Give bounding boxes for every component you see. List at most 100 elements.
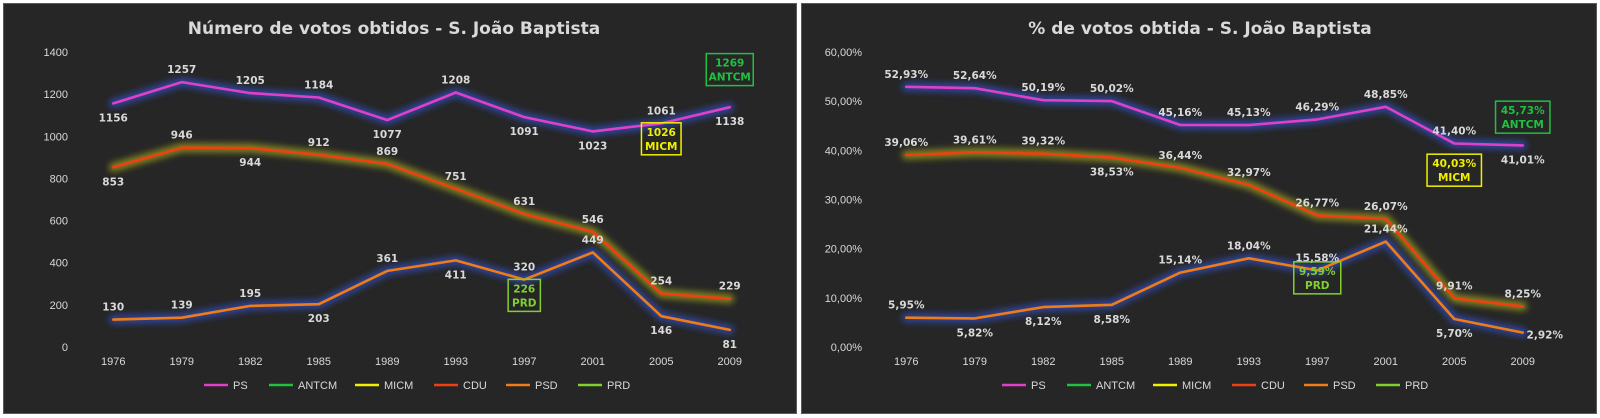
data-label-psd: 5,82% <box>957 327 994 339</box>
data-label-cdu: 853 <box>102 176 124 188</box>
y-tick-label: 800 <box>50 173 68 185</box>
data-label-cdu: 631 <box>513 196 535 208</box>
legend-label-ps: PS <box>1031 380 1046 392</box>
x-tick-label: 1993 <box>444 356 468 368</box>
x-tick-label: 2001 <box>1374 356 1398 368</box>
votes-percent-chart-panel: % de votos obtida - S. João Baptista 0,0… <box>801 3 1597 414</box>
callout-value-antcm: 45,73% <box>1501 105 1545 117</box>
data-label-psd: 195 <box>239 288 261 300</box>
series-glow-psd <box>108 247 735 335</box>
votes-count-chart: Número de votos obtidos - S. João Baptis… <box>44 19 754 392</box>
y-tick-label: 1400 <box>44 47 68 59</box>
x-tick-label: 1993 <box>1237 356 1261 368</box>
callout-series-prd: PRD <box>1305 280 1330 292</box>
data-label-psd: 15,14% <box>1158 255 1202 267</box>
callout-box-micm <box>1426 153 1483 187</box>
data-label-cdu: 254 <box>650 275 672 287</box>
series-glow-psd <box>901 237 1528 338</box>
callout-value-antcm: 1269 <box>715 58 744 70</box>
chart-title: Número de votos obtidos - S. João Baptis… <box>188 19 600 39</box>
callout-series-micm: MICM <box>1438 172 1471 184</box>
data-label-ps: 1138 <box>715 116 744 128</box>
legend-item-cdu: CDU <box>1232 380 1285 392</box>
x-tick-label: 2009 <box>1511 356 1535 368</box>
callout-series-antcm: ANTCM <box>1502 119 1544 131</box>
callout-value-micm: 40,03% <box>1432 158 1476 170</box>
y-tick-label: 600 <box>50 216 68 228</box>
legend-label-cdu: CDU <box>463 380 487 392</box>
series-line-cdu <box>905 151 1525 308</box>
point-callout-prd: 9,59% PRD <box>1293 261 1342 295</box>
chart-title: % de votos obtida - S. João Baptista <box>1028 19 1371 39</box>
data-label-psd: 146 <box>650 325 672 337</box>
x-tick-label: 1989 <box>375 356 399 368</box>
data-label-psd: 411 <box>445 269 467 281</box>
legend-label-psd: PSD <box>1333 380 1356 392</box>
callout-value-micm: 1026 <box>647 127 676 139</box>
data-label-cdu: 39,61% <box>953 134 997 146</box>
data-label-ps: 52,64% <box>953 70 997 82</box>
series-line-psd <box>112 251 732 332</box>
x-tick-label: 1997 <box>1305 356 1329 368</box>
callout-value-prd: 226 <box>513 283 535 295</box>
legend-label-antcm: ANTCM <box>1096 380 1135 392</box>
data-label-cdu: 912 <box>308 137 330 149</box>
data-label-ps: 1156 <box>99 112 128 124</box>
x-tick-label: 1979 <box>170 356 194 368</box>
series-glow-ps <box>901 82 1528 150</box>
data-label-ps: 52,93% <box>884 69 928 81</box>
point-callout-antcm: 1269 ANTCM <box>705 52 754 87</box>
point-callout-prd: 226 PRD <box>507 278 542 313</box>
legend-item-prd: PRD <box>578 380 630 392</box>
data-label-psd: 449 <box>582 234 604 246</box>
legend-label-antcm: ANTCM <box>298 380 337 392</box>
legend-item-antcm: ANTCM <box>269 380 337 392</box>
data-label-psd: 320 <box>513 262 535 274</box>
legend-item-psd: PSD <box>1304 380 1356 392</box>
data-label-psd: 139 <box>171 300 193 312</box>
legend-item-micm: MICM <box>355 380 413 392</box>
data-label-ps: 1208 <box>441 74 470 86</box>
data-label-ps: 46,29% <box>1295 101 1339 113</box>
data-label-ps: 45,16% <box>1158 107 1202 119</box>
data-label-cdu: 38,53% <box>1090 167 1134 179</box>
data-label-cdu: 36,44% <box>1158 150 1202 162</box>
data-label-ps: 1257 <box>167 64 196 76</box>
series-glow-cdu <box>108 143 735 304</box>
data-label-ps: 41,40% <box>1432 125 1476 137</box>
x-tick-label: 2005 <box>1442 356 1466 368</box>
callout-value-prd: 9,59% <box>1299 266 1336 278</box>
x-tick-label: 1976 <box>894 356 918 368</box>
data-label-psd: 8,58% <box>1094 314 1131 326</box>
data-label-ps: 45,13% <box>1227 107 1271 119</box>
x-tick-label: 1982 <box>1031 356 1055 368</box>
data-label-ps: 50,02% <box>1090 83 1134 95</box>
y-tick-label: 60,00% <box>825 47 863 59</box>
x-tick-label: 1982 <box>238 356 262 368</box>
legend-item-ps: PS <box>1002 380 1046 392</box>
data-label-ps: 50,19% <box>1021 82 1065 94</box>
data-label-cdu: 869 <box>376 146 398 158</box>
votes-count-chart-panel: Número de votos obtidos - S. João Baptis… <box>3 3 797 414</box>
data-label-ps: 1061 <box>647 105 676 117</box>
legend-label-micm: MICM <box>384 380 413 392</box>
legend-item-ps: PS <box>204 380 248 392</box>
series-line-ps <box>905 85 1525 147</box>
data-label-ps: 1023 <box>578 140 607 152</box>
y-tick-label: 10,00% <box>825 293 863 305</box>
data-label-cdu: 39,32% <box>1021 136 1065 148</box>
point-callout-micm: 40,03% MICM <box>1426 153 1483 187</box>
legend-item-psd: PSD <box>506 380 558 392</box>
x-tick-label: 2005 <box>649 356 673 368</box>
data-label-psd: 5,70% <box>1436 328 1473 340</box>
callout-series-micm: MICM <box>645 141 678 153</box>
data-label-ps: 48,85% <box>1364 89 1408 101</box>
legend-item-antcm: ANTCM <box>1067 380 1135 392</box>
data-label-cdu: 32,97% <box>1227 167 1271 179</box>
x-tick-label: 2009 <box>718 356 742 368</box>
x-tick-label: 2001 <box>581 356 605 368</box>
x-tick-label: 1976 <box>101 356 125 368</box>
x-tick-label: 1979 <box>963 356 987 368</box>
data-label-cdu: 26,77% <box>1295 197 1339 209</box>
legend-label-prd: PRD <box>1405 380 1428 392</box>
